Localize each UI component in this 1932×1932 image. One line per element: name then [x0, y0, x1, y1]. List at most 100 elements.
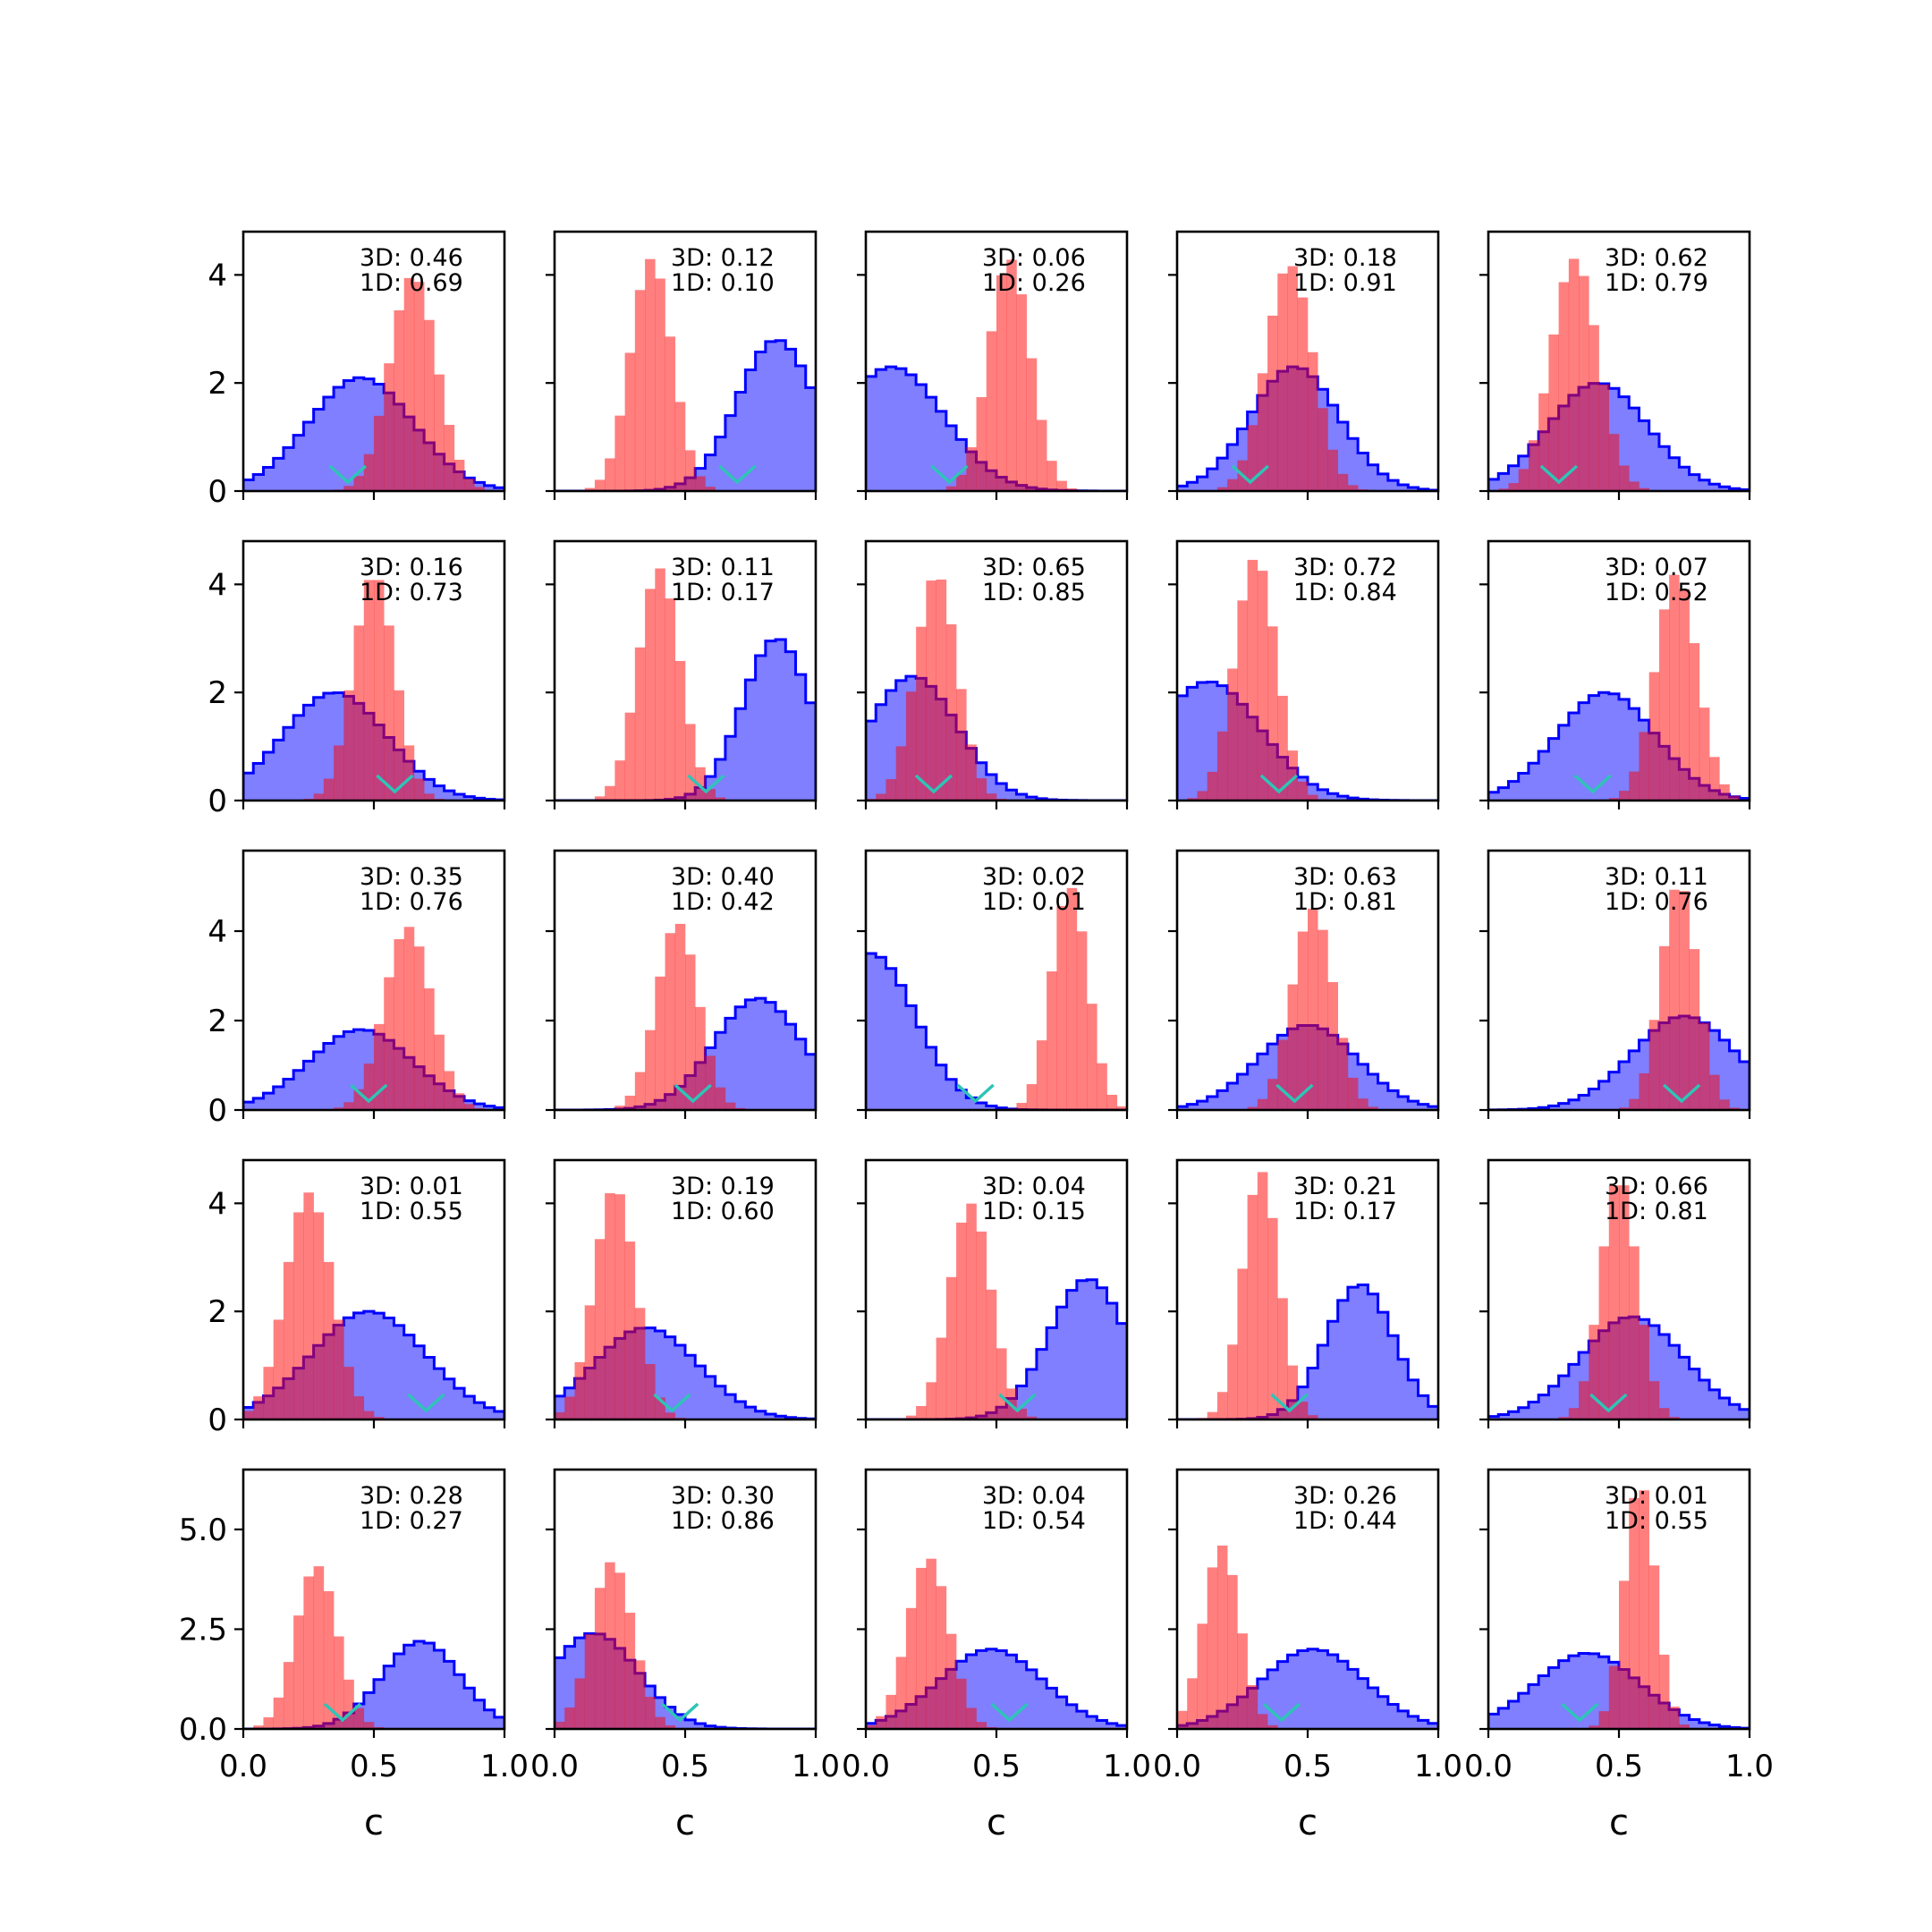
x-axis-label: c	[1298, 1802, 1318, 1843]
red-bar	[343, 690, 354, 801]
red-bar	[1056, 480, 1067, 491]
red-bar	[614, 415, 625, 491]
red-bar	[1619, 465, 1630, 491]
marker-chevron	[1259, 774, 1299, 794]
panel-plot-area	[243, 1192, 504, 1419]
red-bar	[424, 988, 435, 1110]
red-bar	[1247, 1106, 1258, 1110]
red-bar	[926, 1382, 936, 1419]
x-axis-label: c	[1609, 1802, 1629, 1843]
marker-chevron	[930, 464, 969, 485]
red-bar	[334, 1107, 344, 1110]
red-bar	[1689, 949, 1700, 1110]
red-bar	[374, 1023, 385, 1110]
red-bar	[976, 397, 987, 491]
red-bar	[1116, 1106, 1127, 1110]
score-1d-label: 1D: 0.15	[982, 1198, 1086, 1225]
score-3d-label: 3D: 0.28	[360, 1482, 463, 1510]
red-bar	[926, 1558, 936, 1729]
x-tick-label: 0.5	[1284, 1749, 1332, 1784]
score-3d-label: 3D: 0.16	[360, 554, 463, 581]
red-bar	[986, 1289, 997, 1419]
x-tick-label: 1.0	[1414, 1749, 1462, 1784]
red-bar	[1629, 771, 1640, 801]
score-3d-label: 3D: 0.62	[1605, 244, 1708, 272]
red-bar	[1227, 1574, 1238, 1729]
red-bar	[936, 1337, 947, 1419]
red-bar	[1046, 461, 1057, 491]
y-tick-label: 4	[208, 914, 227, 950]
red-bar	[1237, 600, 1248, 801]
red-bar	[695, 476, 706, 491]
red-bar	[584, 1305, 596, 1419]
red-bar	[1026, 1416, 1038, 1419]
red-bar	[916, 1567, 927, 1729]
red-bar	[945, 486, 957, 491]
red-bar	[1608, 1665, 1620, 1729]
red-bar	[384, 625, 394, 801]
marker-chevron	[998, 1393, 1037, 1413]
red-bar	[715, 1087, 726, 1110]
marker-chevron	[674, 1083, 712, 1104]
x-axis-label: c	[675, 1802, 695, 1843]
red-histogram	[243, 1566, 385, 1729]
y-tick-label: 2.5	[179, 1612, 227, 1648]
marker-chevron	[1262, 1702, 1301, 1723]
score-3d-label: 3D: 0.30	[671, 1482, 775, 1510]
red-bar	[1368, 1106, 1378, 1110]
red-bar	[1216, 731, 1228, 801]
score-3d-label: 3D: 0.01	[1605, 1482, 1708, 1510]
red-bar	[1318, 929, 1328, 1110]
red-bar	[895, 746, 907, 801]
red-histogram	[936, 259, 1078, 491]
red-bar	[655, 976, 665, 1110]
red-bar	[1648, 672, 1660, 801]
red-bar	[1639, 732, 1649, 801]
red-bar	[413, 946, 425, 1110]
red-bar	[1598, 1711, 1610, 1729]
score-3d-label: 3D: 0.02	[982, 863, 1086, 891]
score-1d-label: 1D: 0.81	[1605, 1198, 1708, 1225]
red-histogram	[555, 1193, 686, 1419]
score-3d-label: 3D: 0.35	[360, 863, 463, 891]
score-1d-label: 1D: 0.17	[1293, 1198, 1397, 1225]
red-bar	[655, 278, 665, 491]
red-bar	[555, 1721, 565, 1729]
red-bar	[1207, 1567, 1218, 1729]
red-bar	[394, 309, 404, 491]
red-bar	[916, 1405, 927, 1419]
red-bar	[1026, 358, 1038, 491]
red-bar	[645, 1030, 656, 1110]
red-bar	[374, 415, 385, 491]
panel-plot-area	[1177, 1545, 1438, 1729]
x-axis-label: c	[364, 1802, 384, 1843]
red-bar	[895, 1657, 907, 1729]
score-3d-label: 3D: 0.63	[1293, 863, 1397, 891]
red-bar	[293, 1212, 304, 1419]
red-bar	[343, 1367, 354, 1419]
red-bar	[323, 1261, 335, 1419]
red-bar	[866, 1724, 877, 1729]
score-3d-label: 3D: 0.66	[1605, 1173, 1708, 1200]
red-bar	[1046, 971, 1057, 1110]
red-bar	[1658, 609, 1670, 801]
red-bar	[363, 453, 375, 491]
red-bar	[705, 487, 716, 491]
red-bar	[605, 1562, 615, 1729]
red-bar	[1679, 1724, 1690, 1729]
red-bar	[353, 1089, 365, 1110]
marker-chevron	[687, 774, 725, 794]
red-bar	[1619, 1185, 1630, 1419]
panel-plot-area	[243, 580, 504, 801]
score-1d-label: 1D: 0.55	[1605, 1507, 1708, 1535]
score-3d-label: 3D: 0.26	[1293, 1482, 1397, 1510]
score-3d-label: 3D: 0.04	[982, 1173, 1086, 1200]
score-3d-label: 3D: 0.46	[360, 244, 463, 272]
